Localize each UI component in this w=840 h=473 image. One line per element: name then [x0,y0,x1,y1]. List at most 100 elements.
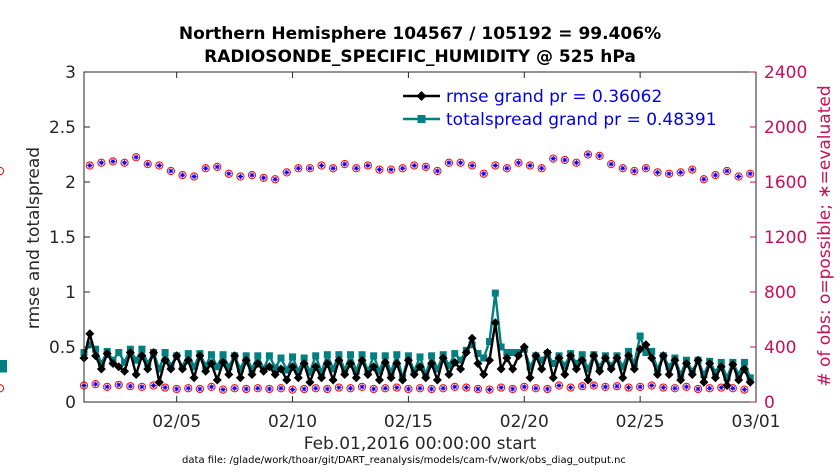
obs-evaluated-marker [127,383,133,389]
obs-count-point [381,384,390,393]
totalspread-point [300,354,308,362]
obs-evaluated-marker [591,382,597,389]
totalspread-point [190,363,198,371]
totalspread-point [700,371,708,378]
obs-count-point [114,380,123,389]
chart-title-line1: Northern Hemisphere 104567 / 105192 = 99… [179,24,661,44]
rmse-point [710,373,720,383]
obs-count-point [415,384,425,393]
obs-count-point [468,161,477,170]
obs-possible-marker [520,382,529,391]
rmse-point [681,359,691,368]
y-tick-label: 2 [65,173,76,193]
rmse-point [606,364,616,374]
obs-count-point [0,167,5,176]
rmse-point [548,373,558,383]
obs-possible-marker [213,162,222,171]
totalspread-point [497,343,505,351]
obs-possible-marker [502,164,511,173]
obs-evaluated-marker [457,160,464,166]
rmse-point [519,342,529,352]
totalspread-point [468,341,476,349]
obs-count-point [126,382,135,391]
obs-evaluated-marker [498,384,504,391]
obs-count-point [300,384,309,394]
obs-evaluated-marker [104,384,110,390]
rmse-point [427,359,437,368]
obs-evaluated-marker [446,160,452,166]
y-tick-label: 1 [65,283,76,303]
obs-possible-marker [508,384,517,394]
obs-evaluated-marker [203,165,209,171]
rmse-point [583,375,593,385]
rmse-point [189,373,199,383]
totalspread-point [735,371,743,378]
y-right-tick-label: 800 [764,283,796,303]
obs-count-point [560,155,569,165]
rmse-point [542,348,552,357]
totalspread-point [323,351,331,359]
obs-possible-marker [653,168,662,177]
obs-evaluated-marker [174,386,180,392]
y-right-tick-label: 0 [764,393,775,413]
obs-possible-marker [294,164,303,173]
rmse-point [380,357,390,367]
totalspread-point [723,374,731,382]
totalspread-point [619,363,627,371]
obs-evaluated-marker [278,385,284,391]
rmse-point [658,351,668,361]
obs-count-point [369,384,378,394]
obs-count-point [91,380,100,389]
rmse-point [363,370,373,379]
y-tick-label: 3 [65,63,76,83]
obs-possible-marker [439,384,448,393]
rmse-point [218,357,228,367]
obs-evaluated-marker [475,386,481,392]
rmse-point [716,362,726,372]
rmse-point [172,351,182,361]
obs-count-point [508,384,517,394]
rmse-point [259,366,269,376]
totalspread-point [740,358,748,366]
obs-evaluated-marker [266,386,272,392]
obs-possible-marker [676,168,685,177]
rmse-point [728,360,738,370]
totalspread-point [457,356,465,364]
totalspread-point [144,360,152,367]
obs-possible-marker [607,160,616,169]
obs-count-point [271,175,280,184]
obs-possible-marker [589,381,598,390]
rmse-point [531,351,541,361]
obs-possible-marker [218,385,228,394]
obs-count-point [213,162,222,171]
obs-evaluated-marker [660,384,666,391]
obs-possible-marker [450,382,459,391]
obs-count-point [531,384,540,393]
x-tick-label: 02/15 [384,412,433,432]
obs-evaluated-marker [666,171,672,177]
rmse-point [201,366,211,376]
obs-evaluated-marker [620,165,626,171]
rmse-point [386,373,396,383]
obs-evaluated-marker [486,387,493,393]
totalspread-point [509,349,517,356]
obs-evaluated-marker [371,386,377,392]
obs-evaluated-marker [614,383,620,389]
rmse-point [299,359,309,368]
obs-count-point [491,161,500,170]
rmse-point [120,366,130,376]
obs-evaluated-marker [185,385,191,391]
rmse-point [328,375,338,385]
obs-possible-marker [224,169,233,178]
obs-evaluated-marker [365,162,371,169]
totalspread-point [491,289,499,297]
obs-evaluated-marker [649,382,655,389]
obs-count-point [485,385,494,394]
obs-possible-marker [659,383,668,392]
obs-possible-marker [85,161,94,170]
rmse-point [125,348,135,357]
obs-possible-marker [184,384,193,393]
obs-possible-marker [317,161,326,170]
obs-evaluated-marker [394,384,400,391]
totalspread-point [213,363,221,371]
